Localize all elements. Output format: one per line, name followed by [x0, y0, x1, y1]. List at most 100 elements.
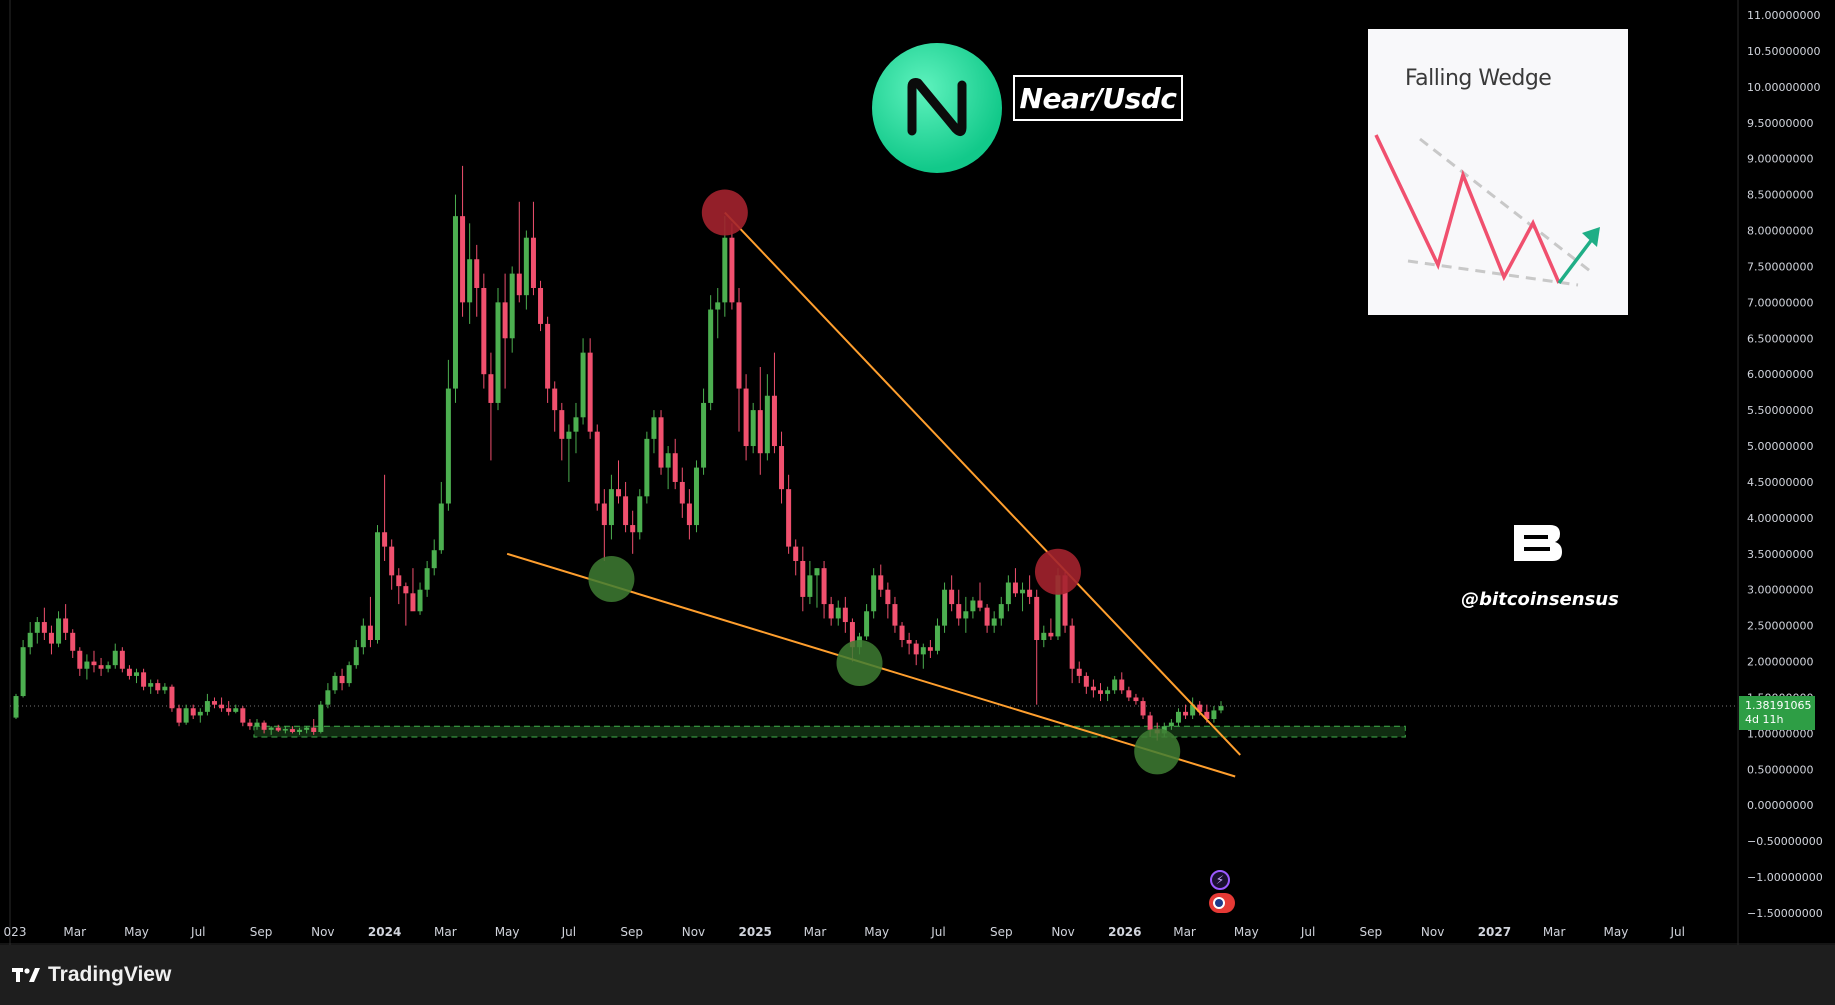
candle	[580, 338, 586, 425]
candle	[793, 539, 799, 576]
candle-body	[800, 560, 806, 597]
candle-body	[91, 661, 97, 666]
candle-body	[1147, 715, 1153, 730]
candle-body	[715, 302, 721, 310]
candle-body	[304, 727, 310, 730]
candle	[13, 693, 19, 720]
candle	[134, 668, 140, 684]
tradingview-logo-icon	[12, 968, 40, 982]
candle-body	[289, 729, 295, 732]
candle	[538, 280, 544, 332]
candle-body	[332, 675, 338, 691]
watermark-handle: @bitcoinsensus	[1461, 589, 1619, 610]
candle-body	[552, 388, 558, 411]
candle-body	[233, 708, 239, 712]
candle	[630, 510, 636, 554]
y-tick-label: 1.00000000	[1747, 727, 1813, 740]
candle	[1175, 708, 1181, 727]
candle-body	[282, 729, 288, 731]
candle	[1020, 582, 1026, 612]
x-axis[interactable]: 023 Mar May Jul Sep Nov 2024 Mar May Jul Sep Nov 202…	[4, 925, 1685, 939]
candles-layer	[13, 165, 1224, 741]
candle-body	[545, 323, 551, 389]
candle	[934, 618, 940, 655]
candle-body	[70, 632, 76, 651]
candle-body	[523, 237, 529, 296]
candle-body	[48, 632, 54, 644]
candle	[396, 568, 402, 605]
economic-event-icon[interactable]	[1209, 893, 1235, 913]
x-tick-label: 2025	[739, 925, 772, 939]
candle	[771, 352, 777, 454]
candle	[424, 560, 430, 597]
candle	[268, 726, 274, 735]
candle	[686, 489, 692, 540]
candle-body	[849, 622, 855, 648]
x-tick-label: Sep	[990, 925, 1013, 939]
candle	[169, 684, 175, 712]
candle	[1098, 683, 1104, 702]
y-tick-label: 4.00000000	[1747, 512, 1813, 525]
candle	[800, 546, 806, 612]
tradingview-logo[interactable]: TradingView	[12, 963, 171, 987]
candle	[27, 622, 33, 655]
candle-body	[871, 575, 877, 612]
x-tick-label: Sep	[1360, 925, 1383, 939]
candle	[1126, 686, 1132, 702]
candle	[516, 201, 522, 303]
candle	[956, 589, 962, 626]
candle	[346, 661, 352, 687]
y-tick-label: 7.50000000	[1747, 260, 1813, 273]
y-axis[interactable]: 11.00000000 10.50000000 10.00000000 9.50000…	[1747, 9, 1823, 920]
dividend-event-icon[interactable]: ⚡	[1210, 870, 1230, 890]
candle	[1183, 704, 1189, 720]
candle-body	[693, 467, 699, 526]
candle	[126, 665, 132, 680]
candle-body	[1012, 582, 1018, 594]
candle	[325, 683, 331, 709]
candle	[1083, 672, 1089, 694]
candle-body	[779, 446, 785, 490]
candle	[608, 474, 614, 540]
x-tick-label: Jul	[1669, 925, 1684, 939]
candle-body	[431, 550, 437, 569]
candle	[1012, 568, 1018, 597]
price-chart[interactable]: 11.00000000 10.50000000 10.00000000 9.50000…	[0, 0, 1835, 945]
candle-body	[580, 352, 586, 418]
candle-body	[601, 503, 607, 526]
candle	[261, 720, 267, 734]
candle-body	[686, 503, 692, 526]
candle-body	[1190, 704, 1196, 716]
candle-body	[1197, 704, 1203, 712]
upper-trendline[interactable]	[724, 211, 1241, 756]
candle	[864, 604, 870, 641]
support-zone-box	[253, 725, 1406, 738]
candle	[701, 388, 707, 475]
candle	[105, 661, 111, 673]
candle	[1140, 697, 1146, 720]
candle-body	[530, 237, 536, 288]
candle	[148, 679, 154, 694]
y-tick-label: 6.00000000	[1747, 368, 1813, 381]
y-tick-label: 9.50000000	[1747, 117, 1813, 130]
chart-area[interactable]: 11.00000000 10.50000000 10.00000000 9.50000…	[0, 0, 1835, 945]
candle-body	[360, 625, 366, 648]
candle-body	[573, 417, 579, 432]
candle	[708, 295, 714, 411]
candle-body	[403, 586, 409, 594]
candle	[644, 431, 650, 504]
last-price-value: 1.38191065	[1745, 699, 1812, 712]
candle	[84, 654, 90, 680]
candle-body	[367, 625, 373, 641]
candle-body	[821, 568, 827, 605]
candle-body	[750, 410, 756, 447]
y-tick-label: 9.00000000	[1747, 153, 1813, 166]
candle-body	[56, 618, 62, 644]
candle-body	[828, 604, 834, 619]
candle-body	[495, 302, 501, 403]
candle-body	[814, 568, 820, 576]
candle-body	[325, 690, 331, 705]
candle	[885, 582, 891, 619]
candle	[970, 596, 976, 619]
candle-body	[757, 410, 763, 454]
